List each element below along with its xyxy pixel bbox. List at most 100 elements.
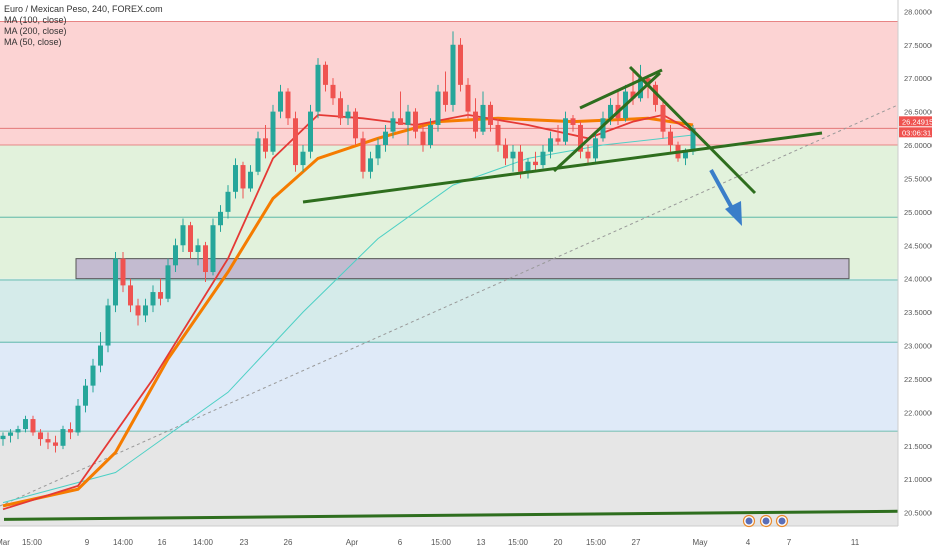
ma50-line xyxy=(2,113,694,511)
candle-body xyxy=(405,111,411,125)
candle-body xyxy=(495,124,501,146)
trendline-3 xyxy=(579,68,663,110)
x-tick-label: 26 xyxy=(284,538,293,547)
candle-body xyxy=(218,211,223,226)
candle-body xyxy=(150,292,156,306)
price-label: 26.24915 xyxy=(902,117,932,126)
x-tick-label: 13 xyxy=(477,538,486,547)
candle-body xyxy=(668,131,673,146)
candle-body xyxy=(443,91,448,105)
x-tick-label: Apr xyxy=(346,538,359,547)
y-tick-label: 22.50000 xyxy=(904,375,932,384)
candle-body xyxy=(585,151,591,159)
candle-body xyxy=(278,91,283,112)
x-tick-label: 15:00 xyxy=(586,538,607,547)
x-tick-label: 6 xyxy=(398,538,403,547)
level-lines xyxy=(0,20,898,432)
chart-legend: Euro / Mexican Peso, 240, FOREX.com MA (… xyxy=(4,4,163,48)
time-label-bg xyxy=(899,127,932,138)
candle-body xyxy=(83,385,88,406)
arrow-head xyxy=(725,201,742,226)
x-tick-label: 14:00 xyxy=(113,538,134,547)
candle-body xyxy=(8,432,13,436)
x-tick-label: 9 xyxy=(85,538,90,547)
candle-body xyxy=(413,111,418,132)
indicator-ma50[interactable]: MA (50, close) xyxy=(4,37,62,47)
candle-body xyxy=(503,145,508,159)
band-1 xyxy=(0,145,898,279)
trendline-1 xyxy=(302,131,823,204)
zone-rect xyxy=(75,258,850,280)
candle-body xyxy=(555,138,561,142)
indicator-ma200[interactable]: MA (200, close) xyxy=(4,26,67,36)
candle-body xyxy=(420,131,426,146)
candle-body xyxy=(53,442,58,446)
indicator-ma100[interactable]: MA (100, close) xyxy=(4,15,67,25)
candle-body xyxy=(173,245,178,266)
candle-body xyxy=(518,151,523,172)
candle-body xyxy=(30,419,36,433)
candle-body xyxy=(345,111,351,119)
candle-body xyxy=(0,435,6,440)
y-tick-label: 25.00000 xyxy=(904,208,932,217)
candle-body xyxy=(188,225,193,252)
trendline-bottom xyxy=(3,509,899,521)
candle-body xyxy=(510,151,516,159)
axis-bg xyxy=(898,0,932,550)
y-tick-label: 21.00000 xyxy=(904,475,932,484)
candle-body xyxy=(323,64,328,85)
candle-body xyxy=(240,165,246,189)
price-bands xyxy=(0,21,898,526)
y-tick-label: 28.00000 xyxy=(904,7,932,16)
y-tick-label: 22.00000 xyxy=(904,408,932,417)
candle-body xyxy=(98,345,103,366)
event-markers xyxy=(742,514,789,528)
candle-body xyxy=(338,98,343,119)
candle-body xyxy=(315,64,321,112)
candle-body xyxy=(293,118,298,166)
candle-body xyxy=(120,258,126,286)
candle-body xyxy=(158,292,163,299)
x-tick-label: 16 xyxy=(158,538,167,547)
candle-body xyxy=(458,44,463,85)
y-tick-label: 23.50000 xyxy=(904,308,932,317)
candle-body xyxy=(68,429,73,433)
time-label: 03:06:31 xyxy=(902,128,931,137)
candle-body xyxy=(203,245,208,273)
candle-body xyxy=(353,111,358,139)
x-tick-label: 20 xyxy=(554,538,563,547)
candle-body xyxy=(233,165,238,192)
candle-body xyxy=(285,91,291,119)
y-tick-label: 27.00000 xyxy=(904,74,932,83)
candle-body xyxy=(128,285,133,306)
candle-body xyxy=(533,161,538,166)
candle-body xyxy=(15,429,21,433)
y-tick-label: 26.50000 xyxy=(904,108,932,117)
candle-body xyxy=(105,305,111,346)
candle-body xyxy=(143,305,148,316)
candle-body xyxy=(540,151,546,166)
candle-body xyxy=(45,439,51,443)
candle-body xyxy=(600,118,606,139)
candle-body xyxy=(180,225,186,246)
x-tick-label: 11 xyxy=(851,538,860,547)
time-axis-bg xyxy=(0,526,932,550)
x-tick-label: 23 xyxy=(240,538,249,547)
candle-body xyxy=(398,118,403,125)
x-tick-label: 14:00 xyxy=(193,538,214,547)
candle-body xyxy=(638,78,643,99)
arrow-shaft xyxy=(709,169,735,211)
x-tick-label: 4 xyxy=(746,538,751,547)
event-marker-dot xyxy=(762,517,770,525)
x-tick-label: 15:00 xyxy=(431,538,452,547)
candle-body xyxy=(135,305,141,316)
candle-body xyxy=(683,151,688,159)
time-axis: Mar 15:00 9 14:00 16 14:00 23 26 Apr 6 15:00 13 15:0… xyxy=(0,525,932,550)
candle-body xyxy=(563,118,568,142)
candle-body xyxy=(488,104,493,125)
candle-body xyxy=(690,128,696,152)
candle-body xyxy=(525,161,531,172)
trendline-2 xyxy=(552,71,662,173)
y-tick-label: 25.50000 xyxy=(904,174,932,183)
